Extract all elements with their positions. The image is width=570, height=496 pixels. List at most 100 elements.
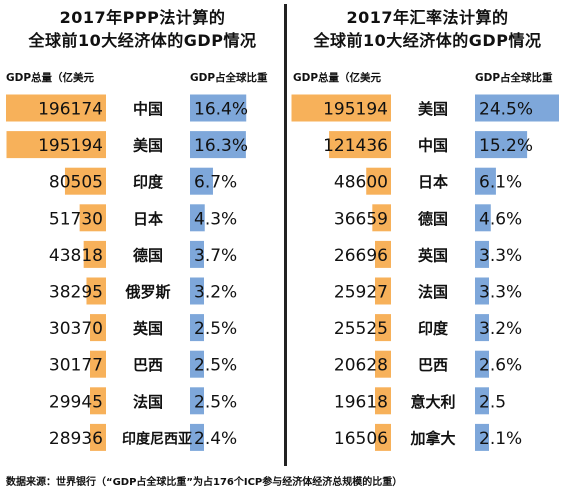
ppp-gdp-value: 30177 bbox=[49, 356, 103, 376]
ppp-gdp-value: 51730 bbox=[49, 209, 103, 229]
ppp-gdp-bar bbox=[64, 167, 106, 195]
ppp-gdp-value: 43818 bbox=[49, 246, 103, 266]
ppp-share-value: 2.5% bbox=[194, 356, 237, 376]
fx-share-value: 2.6% bbox=[479, 356, 522, 376]
ppp-chart: 196174 中国 16.4% 195194 美国 16.3% 80505 印度 6.7% 517… bbox=[6, 94, 248, 451]
ppp-share-bar bbox=[190, 131, 246, 159]
fx-title-line1: 2017年汇率法计算的 bbox=[346, 8, 509, 27]
ppp-gdp-bar bbox=[6, 131, 106, 159]
ppp-gdp-bar bbox=[90, 387, 106, 415]
ppp-share-bar bbox=[190, 314, 204, 342]
fx-gdp-value: 19618 bbox=[334, 392, 388, 412]
ppp-gdp-bar bbox=[90, 314, 106, 342]
ppp-country-label: 法国 bbox=[133, 393, 163, 411]
fx-gdp-value: 16506 bbox=[334, 429, 388, 449]
ppp-share-value: 3.7% bbox=[194, 246, 237, 266]
ppp-gdp-value: 80505 bbox=[49, 173, 103, 193]
fx-chart: 195194 美国 24.5% 121436 中国 15.2% 48600 日本 6.1% 366… bbox=[291, 94, 559, 451]
ppp-share-bar bbox=[190, 350, 204, 378]
fx-gdp-column-header: GDP总量（亿美元 bbox=[293, 72, 382, 84]
fx-gdp-value: 36659 bbox=[334, 209, 388, 229]
ppp-gdp-column-header: GDP总量（亿美元 bbox=[6, 72, 95, 84]
fx-share-bar bbox=[475, 94, 559, 122]
fx-share-value: 2.5 bbox=[479, 392, 506, 412]
ppp-gdp-bar bbox=[6, 94, 106, 122]
ppp-panel: 2017年PPP法计算的 全球前10大经济体的GDP情况 GDP总量（亿美元 G… bbox=[0, 0, 285, 470]
fx-share-value: 6.1% bbox=[479, 173, 522, 193]
ppp-share-bar bbox=[190, 277, 204, 305]
fx-share-column-header: GDP占全球比重 bbox=[475, 72, 553, 84]
ppp-share-bar bbox=[190, 167, 213, 195]
fx-gdp-value: 195194 bbox=[323, 100, 388, 120]
fx-country-label: 加拿大 bbox=[409, 429, 455, 447]
ppp-share-bar bbox=[190, 204, 205, 232]
fx-gdp-bar bbox=[375, 314, 391, 342]
ppp-gdp-value: 195194 bbox=[38, 136, 103, 156]
ppp-gdp-bar bbox=[83, 240, 106, 268]
fx-country-label: 意大利 bbox=[410, 393, 455, 411]
fx-share-value: 3.3% bbox=[479, 246, 522, 266]
fx-country-label: 巴西 bbox=[418, 356, 448, 374]
ppp-share-value: 3.2% bbox=[194, 283, 237, 303]
fx-country-label: 英国 bbox=[418, 246, 448, 264]
fx-country-label: 中国 bbox=[418, 137, 448, 155]
fx-gdp-value: 25525 bbox=[334, 319, 388, 339]
fx-gdp-bar bbox=[375, 423, 391, 451]
fx-share-bar bbox=[475, 204, 491, 232]
fx-share-value: 2.1% bbox=[479, 429, 522, 449]
fx-gdp-bar bbox=[291, 94, 391, 122]
fx-gdp-value: 121436 bbox=[323, 136, 388, 156]
ppp-country-label: 巴西 bbox=[133, 356, 163, 374]
ppp-gdp-value: 38295 bbox=[49, 283, 103, 303]
panel-divider bbox=[284, 4, 287, 466]
source-footnote: 数据来源：世界银行（“GDP占全球比重”为占176个ICP参与经济体经济总规模的… bbox=[6, 477, 403, 488]
fx-gdp-bar bbox=[372, 204, 391, 232]
fx-share-bar bbox=[475, 314, 489, 342]
ppp-gdp-bar bbox=[86, 277, 106, 305]
fx-share-bar bbox=[475, 423, 489, 451]
fx-country-label: 德国 bbox=[418, 210, 448, 228]
ppp-country-label: 美国 bbox=[133, 137, 163, 155]
fx-panel: 2017年汇率法计算的 全球前10大经济体的GDP情况 GDP总量（亿美元 GD… bbox=[285, 0, 570, 470]
ppp-gdp-bar bbox=[79, 204, 106, 232]
fx-share-value: 3.2% bbox=[479, 319, 522, 339]
ppp-title-line1: 2017年PPP法计算的 bbox=[59, 8, 226, 27]
fx-country-label: 美国 bbox=[418, 100, 448, 118]
ppp-share-bar bbox=[190, 387, 204, 415]
fx-country-label: 法国 bbox=[418, 283, 448, 301]
fx-country-label: 日本 bbox=[418, 173, 448, 191]
fx-share-bar bbox=[475, 167, 496, 195]
fx-gdp-bar bbox=[329, 131, 391, 159]
fx-country-label: 印度 bbox=[418, 320, 449, 338]
fx-share-value: 4.6% bbox=[479, 209, 522, 229]
ppp-title-line2: 全球前10大经济体的GDP情况 bbox=[28, 31, 257, 50]
fx-share-bar bbox=[475, 131, 528, 159]
fx-title-line2: 全球前10大经济体的GDP情况 bbox=[313, 31, 542, 50]
ppp-country-label: 印度 bbox=[133, 173, 164, 191]
ppp-gdp-value: 30370 bbox=[49, 319, 103, 339]
ppp-share-value: 16.3% bbox=[194, 136, 248, 156]
ppp-gdp-bar bbox=[90, 350, 106, 378]
ppp-share-column-header: GDP占全球比重 bbox=[190, 72, 268, 84]
ppp-gdp-value: 29945 bbox=[49, 392, 103, 412]
ppp-gdp-value: 28936 bbox=[49, 429, 103, 449]
fx-gdp-bar bbox=[375, 350, 391, 378]
ppp-country-label: 英国 bbox=[133, 320, 163, 338]
fx-share-bar bbox=[475, 277, 489, 305]
fx-share-value: 15.2% bbox=[479, 136, 533, 156]
ppp-share-value: 2.4% bbox=[194, 429, 237, 449]
ppp-share-bar bbox=[190, 423, 204, 451]
ppp-gdp-value: 196174 bbox=[38, 100, 103, 120]
fx-gdp-bar bbox=[366, 167, 391, 195]
fx-share-bar bbox=[475, 350, 489, 378]
fx-gdp-value: 20628 bbox=[334, 356, 388, 376]
ppp-share-value: 16.4% bbox=[194, 100, 248, 120]
fx-gdp-value: 25927 bbox=[334, 283, 388, 303]
fx-gdp-value: 48600 bbox=[334, 173, 388, 193]
fx-gdp-bar bbox=[375, 240, 391, 268]
ppp-country-label: 德国 bbox=[133, 246, 163, 264]
ppp-country-label: 俄罗斯 bbox=[124, 283, 170, 301]
fx-share-bar bbox=[475, 387, 489, 415]
ppp-country-label: 日本 bbox=[133, 210, 163, 228]
ppp-share-value: 2.5% bbox=[194, 392, 237, 412]
